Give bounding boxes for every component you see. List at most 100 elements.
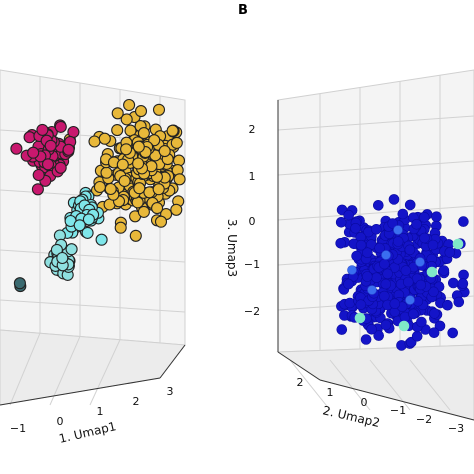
data-point-left bbox=[65, 243, 78, 256]
data-point-right bbox=[354, 312, 366, 324]
data-point-left bbox=[134, 105, 148, 118]
data-point-right bbox=[429, 308, 440, 319]
scatter-3d-panel-left: −1 0 1 2 3 1. Umap1 bbox=[0, 69, 186, 446]
data-point-left bbox=[81, 226, 94, 239]
data-point-right bbox=[408, 308, 419, 320]
data-point-right bbox=[355, 299, 367, 311]
ticks-right: 2 1 0 −1 −2 2 1 0 −1 −2 −3 bbox=[244, 123, 464, 435]
grid-hline-left bbox=[0, 299, 186, 313]
data-point-left bbox=[152, 103, 166, 116]
data-point-right bbox=[457, 278, 469, 289]
data-point-right bbox=[458, 216, 469, 227]
data-point-right bbox=[444, 247, 456, 258]
data-point-left bbox=[44, 139, 57, 152]
points-right bbox=[335, 194, 470, 351]
data-point-right bbox=[428, 286, 439, 298]
axes-grid-left bbox=[0, 69, 186, 406]
data-point-right bbox=[404, 244, 416, 256]
data-point-right bbox=[370, 224, 382, 235]
x-tick-label-right: 2 bbox=[297, 376, 304, 389]
data-point-left bbox=[95, 233, 108, 246]
data-point-right bbox=[402, 276, 414, 288]
data-point-left bbox=[120, 113, 133, 126]
data-point-right bbox=[392, 236, 404, 247]
data-point-right bbox=[378, 290, 390, 302]
data-point-right bbox=[453, 296, 465, 308]
data-point-left bbox=[158, 145, 171, 158]
ticks-left: −1 0 1 2 3 bbox=[10, 385, 174, 435]
x-tick-label-left: 3 bbox=[167, 385, 174, 398]
grid-floor-right bbox=[289, 359, 331, 411]
data-point-right bbox=[442, 299, 453, 311]
data-point-left bbox=[98, 132, 111, 145]
data-point-right bbox=[393, 225, 403, 235]
grid-hline-right bbox=[277, 205, 474, 221]
data-point-right bbox=[373, 330, 385, 341]
data-point-left bbox=[137, 205, 150, 218]
data-point-right bbox=[434, 320, 446, 332]
data-point-left bbox=[123, 98, 136, 112]
x-axis-line-right bbox=[319, 379, 474, 421]
data-point-right bbox=[355, 239, 367, 251]
data-point-right bbox=[416, 316, 427, 328]
x-axis-label-right: 2. Umap2 bbox=[321, 403, 381, 430]
z-axis-label-right: 3. Umap3 bbox=[225, 219, 239, 277]
scatter-3d-panel-right: B 2 1 0 −1 −2 2 1 0 −1 −2 −3 3. Umap3 2. Umap2 bbox=[225, 3, 474, 435]
data-point-left bbox=[62, 143, 75, 156]
data-point-left bbox=[166, 124, 179, 137]
grid-floor-left bbox=[9, 333, 41, 406]
floor-edge-right bbox=[277, 351, 321, 381]
data-point-left bbox=[120, 143, 133, 156]
x-tick-label-right: −1 bbox=[390, 404, 406, 417]
data-point-left bbox=[132, 157, 145, 170]
data-point-left bbox=[41, 158, 55, 171]
data-point-right bbox=[380, 319, 392, 331]
data-point-left bbox=[93, 180, 106, 194]
data-point-left bbox=[116, 158, 129, 171]
data-point-right bbox=[404, 199, 416, 211]
x-axis-label-left: 1. Umap1 bbox=[58, 419, 118, 446]
data-point-left bbox=[32, 168, 45, 182]
x-tick-label-left: 2 bbox=[133, 395, 140, 408]
data-point-left bbox=[27, 146, 40, 159]
data-point-left bbox=[54, 120, 67, 133]
z-tick-label-right: −2 bbox=[244, 305, 260, 318]
grid-hline-right bbox=[277, 115, 474, 131]
data-point-right bbox=[367, 285, 377, 295]
data-point-right bbox=[371, 272, 382, 284]
points-left bbox=[10, 98, 186, 293]
data-point-left bbox=[129, 229, 142, 242]
data-point-left bbox=[104, 182, 117, 196]
data-point-left bbox=[23, 131, 36, 144]
data-point-right bbox=[428, 327, 440, 339]
data-point-right bbox=[350, 223, 361, 234]
data-point-right bbox=[397, 208, 409, 220]
data-point-right bbox=[398, 320, 410, 332]
data-point-right bbox=[374, 242, 385, 254]
x-tick-label-left: 0 bbox=[57, 415, 64, 428]
data-point-left bbox=[132, 140, 145, 153]
data-point-right bbox=[452, 238, 464, 250]
y-axis-line-left bbox=[159, 344, 186, 379]
data-point-left bbox=[54, 161, 67, 174]
data-point-right bbox=[336, 324, 348, 335]
data-point-right bbox=[419, 232, 430, 244]
data-point-right bbox=[400, 265, 412, 276]
grid-floor-left bbox=[49, 336, 81, 406]
data-point-right bbox=[426, 266, 438, 278]
data-point-right bbox=[380, 278, 392, 290]
data-point-left bbox=[13, 277, 26, 290]
data-point-right bbox=[382, 268, 393, 280]
data-point-left bbox=[118, 174, 131, 188]
data-point-left bbox=[100, 166, 113, 179]
data-point-right bbox=[405, 295, 415, 305]
data-point-right bbox=[362, 247, 373, 258]
data-point-right bbox=[379, 258, 390, 270]
data-point-left bbox=[10, 142, 23, 155]
data-point-right bbox=[343, 278, 354, 290]
data-point-right bbox=[366, 323, 377, 335]
data-point-right bbox=[360, 334, 372, 345]
data-point-right bbox=[335, 217, 347, 228]
data-point-right bbox=[411, 219, 422, 230]
x-tick-label-left: −1 bbox=[10, 422, 26, 435]
